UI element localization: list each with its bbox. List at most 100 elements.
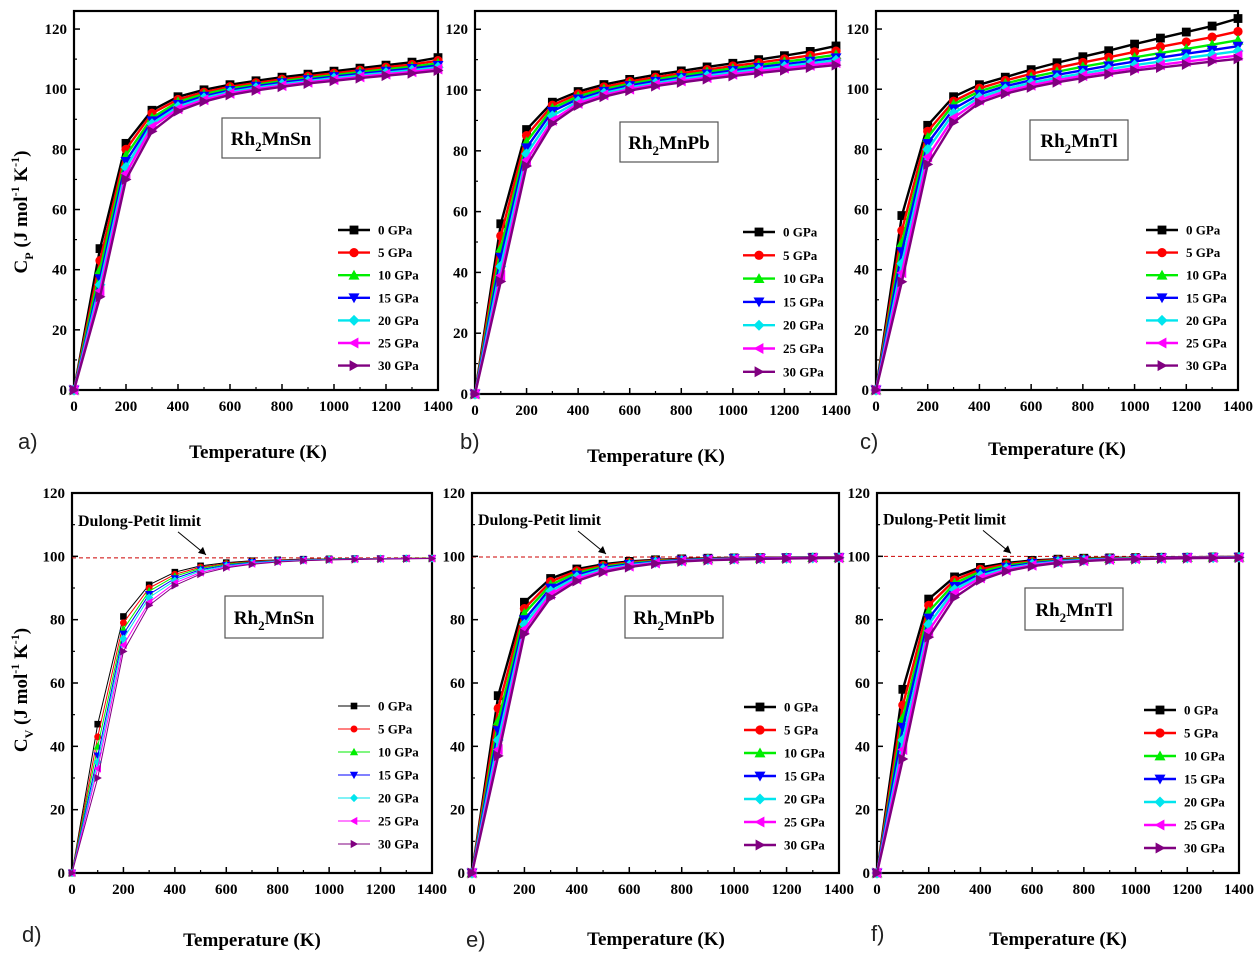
legend-label: 30 GPa xyxy=(378,837,419,852)
x-tick-label: 600 xyxy=(1020,399,1043,415)
data-point xyxy=(407,67,418,79)
y-tick-label: 120 xyxy=(45,22,68,38)
x-tick-label: 1200 xyxy=(769,403,799,419)
data-point xyxy=(924,631,935,643)
x-axis-title: Temperature (K) xyxy=(989,929,1127,950)
data-point xyxy=(897,276,908,288)
legend-label: 20 GPa xyxy=(784,792,825,807)
y-tick-label: 40 xyxy=(453,265,468,281)
data-point xyxy=(975,97,985,109)
data-point xyxy=(522,125,531,134)
data-point xyxy=(119,619,127,627)
y-tick-label: 100 xyxy=(43,549,66,565)
compound-label: Rh2MnPb xyxy=(633,608,714,633)
legend-label: 10 GPa xyxy=(1184,749,1225,764)
data-point xyxy=(897,211,907,220)
data-point xyxy=(651,80,661,92)
chart-panel-3: 0 200 400 600 800 1000 1200 1400 0 20 40 60 80 100 120… xyxy=(847,9,1253,460)
plot-frame xyxy=(875,491,1241,875)
data-point xyxy=(120,613,127,620)
legend-label: 0 GPa xyxy=(783,225,818,240)
legend-marker xyxy=(1155,842,1166,854)
data-point xyxy=(599,91,610,103)
legend-label: 5 GPa xyxy=(378,722,413,737)
data-point xyxy=(1053,557,1064,569)
data-point xyxy=(1130,65,1141,77)
y-tick-label: 120 xyxy=(446,22,469,38)
data-point xyxy=(496,219,506,229)
x-tick-label: 600 xyxy=(618,882,641,898)
data-point xyxy=(197,569,205,579)
data-point xyxy=(1207,56,1218,68)
data-point xyxy=(428,554,437,563)
legend-label: 0 GPa xyxy=(784,700,819,715)
x-tick-label: 1400 xyxy=(417,882,447,898)
data-point xyxy=(871,384,882,396)
y-tick-label: 100 xyxy=(45,82,68,98)
x-axis-title: Temperature (K) xyxy=(988,439,1126,460)
legend-marker xyxy=(1157,360,1168,372)
data-point xyxy=(94,720,102,728)
data-point xyxy=(173,105,184,117)
y-tick-label: 20 xyxy=(450,803,465,819)
x-axis-title: Temperature (K) xyxy=(587,929,725,950)
data-point xyxy=(325,555,334,564)
legend-label: 5 GPa xyxy=(1186,245,1221,260)
data-point xyxy=(222,563,231,572)
compound-label-box xyxy=(1024,587,1124,631)
data-point xyxy=(1207,21,1217,31)
data-point xyxy=(119,630,128,639)
legend-marker xyxy=(348,314,360,326)
data-point xyxy=(381,70,392,82)
data-point xyxy=(522,160,533,172)
data-point xyxy=(1233,14,1243,23)
data-point xyxy=(1000,88,1011,100)
y-tick-label: 0 xyxy=(58,866,66,882)
data-point xyxy=(572,575,583,587)
y-tick-label: 100 xyxy=(443,549,466,565)
x-tick-label: 1000 xyxy=(718,403,748,419)
x-tick-label: 1200 xyxy=(772,882,802,898)
legend-label: 0 GPa xyxy=(378,699,413,714)
data-point xyxy=(120,647,128,656)
data-point xyxy=(248,560,257,569)
legend-marker xyxy=(349,225,359,235)
compound-label-box xyxy=(224,595,324,639)
y-tick-label: 20 xyxy=(854,323,869,339)
data-point xyxy=(433,65,444,77)
y-tick-label: 80 xyxy=(450,613,465,629)
panel-letter: f) xyxy=(871,921,884,946)
x-tick-label: 0 xyxy=(873,882,881,898)
legend-label: 0 GPa xyxy=(378,223,413,238)
data-point xyxy=(651,558,661,570)
data-point xyxy=(520,628,530,640)
dulong-petit-label: Dulong-Petit limit xyxy=(78,513,202,530)
legend-marker xyxy=(349,247,359,258)
legend-marker xyxy=(1154,819,1165,831)
y-tick-label: 40 xyxy=(450,739,465,755)
data-point xyxy=(1104,46,1114,56)
legend-label: 25 GPa xyxy=(784,815,825,830)
compound-label-box xyxy=(1029,119,1129,161)
data-point xyxy=(834,552,845,564)
chart-panel-1: 0 200 400 600 800 1000 1200 1400 0 20 40 60 80 100 120… xyxy=(8,9,453,463)
data-point xyxy=(780,64,790,76)
legend-label: 15 GPa xyxy=(784,769,825,784)
x-tick-label: 200 xyxy=(112,882,135,898)
x-tick-label: 600 xyxy=(215,882,238,898)
dulong-petit-arrowhead xyxy=(1003,545,1011,554)
data-point xyxy=(1131,553,1142,565)
y-tick-label: 80 xyxy=(855,613,870,629)
panel-letter: b) xyxy=(460,429,480,454)
legend-marker xyxy=(350,839,359,849)
data-point xyxy=(121,173,132,185)
legend-marker xyxy=(350,725,358,733)
y-tick-label: 80 xyxy=(854,142,869,158)
data-point xyxy=(728,70,739,82)
legend-label: 30 GPa xyxy=(784,838,825,853)
data-point xyxy=(1052,58,1062,68)
data-point xyxy=(277,81,288,93)
data-point xyxy=(145,601,154,610)
x-axis-title: Temperature (K) xyxy=(183,930,321,951)
data-point xyxy=(121,138,131,148)
